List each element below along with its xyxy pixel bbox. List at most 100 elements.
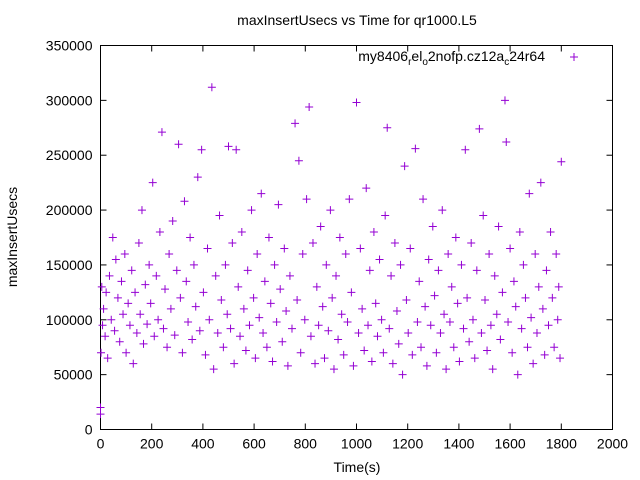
data-point (461, 145, 470, 154)
data-point (500, 96, 509, 105)
data-point (442, 365, 451, 374)
data-point (525, 189, 534, 198)
data-point (492, 310, 501, 319)
data-point (223, 310, 232, 319)
data-point (260, 277, 269, 286)
data-point (268, 357, 277, 366)
legend-text-part: my8406 (358, 48, 408, 64)
x-tick-label: 1800 (546, 436, 577, 452)
data-point (411, 144, 420, 153)
data-point (364, 321, 373, 330)
data-point (381, 211, 390, 220)
data-point (139, 339, 148, 348)
x-tick-label: 0 (97, 436, 105, 452)
data-point (345, 195, 354, 204)
data-point (296, 348, 305, 357)
data-point (201, 350, 210, 359)
data-point (134, 238, 143, 247)
data-point (166, 304, 175, 313)
data-point (170, 331, 179, 340)
data-point (270, 260, 279, 269)
data-point (463, 293, 472, 302)
data-point (455, 357, 464, 366)
data-point (311, 359, 320, 368)
data-point (542, 266, 551, 275)
data-point (159, 324, 168, 333)
data-point (544, 321, 553, 330)
data-point (97, 282, 106, 291)
legend-text-part: el (411, 48, 422, 64)
data-point (120, 249, 129, 258)
data-point (262, 343, 271, 352)
data-point (335, 233, 344, 242)
data-point (145, 260, 154, 269)
data-point (249, 293, 258, 302)
data-point (255, 313, 264, 322)
data-point (509, 277, 518, 286)
data-point (239, 304, 248, 313)
x-tick-label: 600 (242, 436, 266, 452)
data-point (98, 321, 107, 330)
data-point (322, 260, 331, 269)
data-point (136, 310, 145, 319)
data-point (488, 365, 497, 374)
data-point (157, 128, 166, 137)
legend-marker-plus (570, 53, 578, 61)
y-tick-label: 50000 (54, 367, 93, 383)
data-point (318, 302, 327, 311)
data-point (417, 343, 426, 352)
data-point (320, 354, 329, 363)
data-point (287, 324, 296, 333)
data-point (186, 233, 195, 242)
data-point (111, 255, 120, 264)
data-point (291, 119, 300, 128)
data-point (552, 249, 561, 258)
data-point (276, 285, 285, 294)
data-point (278, 337, 287, 346)
data-point (251, 354, 260, 363)
data-point (280, 244, 289, 253)
data-point (294, 156, 303, 165)
data-point (155, 228, 164, 237)
data-point (548, 293, 557, 302)
data-point (215, 211, 224, 220)
legend-text-part: r (408, 57, 412, 68)
data-point (168, 217, 177, 226)
data-point (394, 339, 403, 348)
data-point (349, 361, 358, 370)
data-point (354, 328, 363, 337)
data-point (434, 266, 443, 275)
data-point (546, 228, 555, 237)
data-point (532, 328, 541, 337)
data-point (379, 348, 388, 357)
data-point (557, 157, 566, 166)
data-point (508, 348, 517, 357)
chart-title: maxInsertUsecs vs Time for qr1000.L5 (237, 12, 477, 28)
data-point (421, 302, 430, 311)
data-point (243, 266, 252, 275)
data-point (387, 271, 396, 280)
data-point (122, 348, 131, 357)
data-point (430, 291, 439, 300)
data-point (519, 260, 528, 269)
data-point (230, 359, 239, 368)
data-point (178, 348, 187, 357)
axis-ticks: 0 200 400 600 800 1000 1200 1400 1600 1800 2000 0 50… (46, 38, 628, 452)
data-point (475, 124, 484, 133)
data-point (102, 288, 111, 297)
data-point (232, 145, 241, 154)
x-tick-label: 1200 (392, 436, 423, 452)
data-point (306, 332, 315, 341)
data-point (529, 359, 538, 368)
data-point (494, 222, 503, 231)
data-point (189, 260, 198, 269)
data-point (436, 328, 445, 337)
data-point (445, 317, 454, 326)
data-point (554, 282, 563, 291)
data-point (477, 328, 486, 337)
data-point (521, 293, 530, 302)
data-point (347, 288, 356, 297)
data-point (119, 310, 128, 319)
data-point (479, 211, 488, 220)
